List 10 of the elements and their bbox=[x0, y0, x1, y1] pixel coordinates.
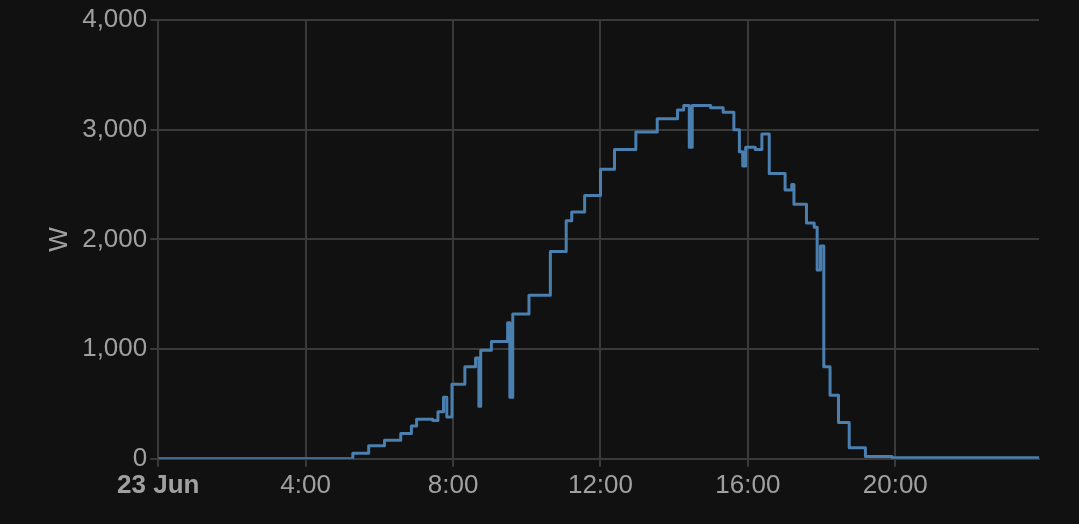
x-tick-label: 4:00 bbox=[280, 468, 331, 499]
y-tick-label: 3,000 bbox=[82, 112, 148, 143]
x-tick-label: 16:00 bbox=[715, 468, 781, 499]
y-tick-label: 1,000 bbox=[82, 332, 148, 363]
x-tick-label: 12:00 bbox=[567, 468, 634, 499]
y-tick-label: 4,000 bbox=[82, 3, 148, 34]
y-axis-title: W bbox=[42, 226, 73, 252]
x-tick-label: 20:00 bbox=[862, 468, 928, 499]
x-tick-label: 8:00 bbox=[427, 468, 479, 499]
y-tick-label: 2,000 bbox=[82, 222, 148, 253]
